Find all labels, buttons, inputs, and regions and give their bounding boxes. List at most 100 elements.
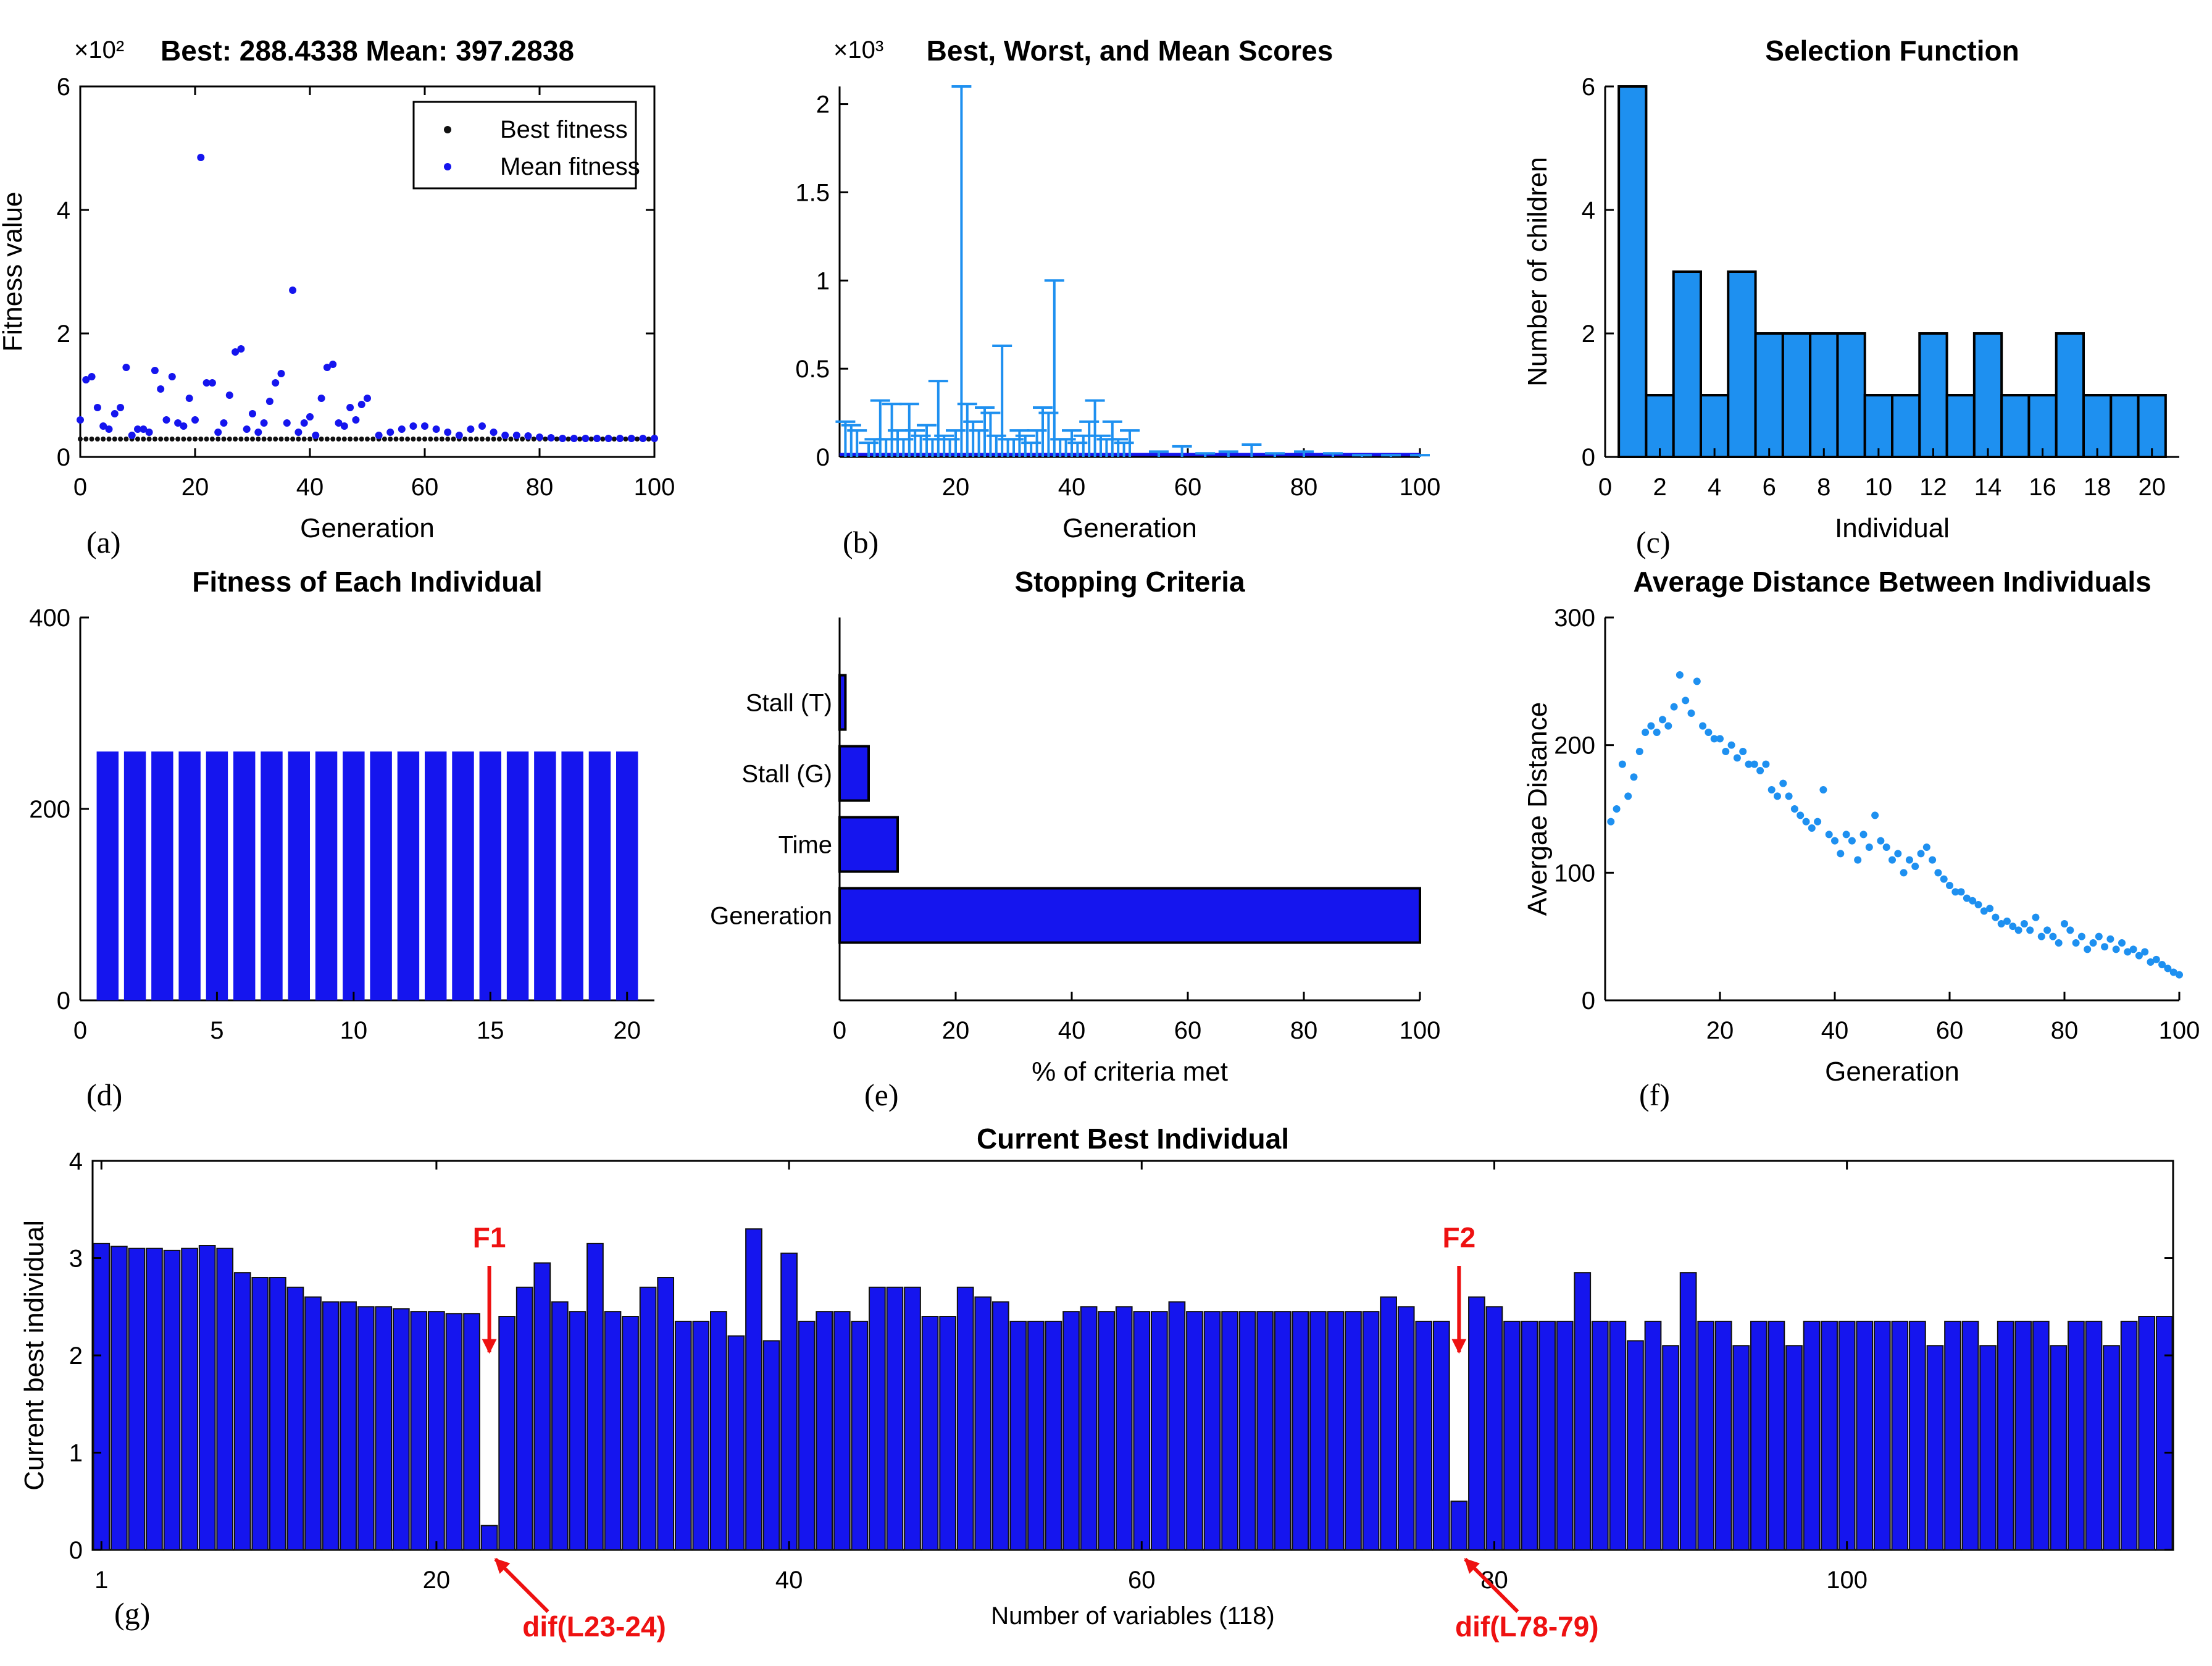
distance-point [1911,863,1919,870]
legend-marker-mean [444,163,451,170]
best-fitness-point [244,437,249,442]
distance-point [1635,748,1643,755]
mean-fitness-point [134,425,141,433]
variable-bar [428,1311,445,1551]
distance-point [2101,943,2109,951]
mean-fitness-point [225,391,233,399]
best-fitness-point [181,437,186,442]
best-fitness-point [422,437,427,442]
best-fitness-point [635,437,640,442]
variable-bar [1556,1320,1574,1551]
best-fitness-point [106,437,112,442]
selection-bar [1645,394,1675,458]
mean-fitness-point [651,435,658,442]
distance-point [2118,939,2126,947]
best-fitness-point [89,437,94,442]
best-fitness-point [416,437,422,442]
mean-fitness-point [140,425,148,433]
x-tick-label-0: 20 [182,474,209,501]
distance-point [1762,760,1770,768]
distance-point [2112,945,2120,953]
y-tick-label-c: 2 [1582,320,1595,348]
best-fitness-point [554,437,559,442]
best-fitness-point [388,437,393,442]
best-fitness-point [307,437,312,442]
mean-fitness-point [421,422,428,430]
x-tick-label-1: 40 [1058,474,1086,501]
distance-point [2084,945,2092,953]
distance-point [1670,703,1678,711]
mean-fitness-point [128,432,136,439]
variable-bar [1292,1311,1309,1551]
criteria-bar [838,674,847,731]
mean-fitness-point [237,345,245,353]
mean-fitness-point [323,364,331,371]
selection-bar [1754,332,1784,458]
distance-point [1905,856,1913,864]
y-tick-label-f: 100 [1554,860,1595,887]
x-axis-label-c: Individual [1835,513,1950,543]
distance-point [1733,754,1741,762]
variable-bar [1803,1320,1821,1551]
mean-fitness-point [604,435,612,442]
mean-fitness-point [616,435,624,442]
mean-fitness-point [82,376,90,383]
chart-title-e: Stopping Criteria [1014,566,1245,598]
x-axis-label-g: Number of variables (118) [991,1602,1274,1630]
x-tick-label-2: 10 [1865,474,1893,501]
distance-point [1848,837,1856,845]
best-fitness-point [278,437,284,442]
variable-bar [622,1316,639,1551]
variable-bar [904,1286,921,1551]
distance-point [2124,948,2132,956]
best-fitness-point [468,437,474,442]
best-fitness-point [520,437,525,442]
mean-fitness-point [157,385,165,393]
distance-point [1756,767,1764,774]
individual-fitness-bar [616,751,638,1000]
individual-fitness-bar [479,751,501,1000]
best-fitness-point [112,437,117,442]
mean-fitness-point [220,419,228,427]
variable-bar [1609,1320,1627,1551]
distance-point [1682,697,1690,705]
y-tick-label-a: 4 [57,197,70,224]
distance-point [1774,792,1781,800]
annotation-arrow-up [494,1557,549,1614]
best-fitness-point [101,437,106,442]
distance-point [1940,875,1948,883]
best-fitness-point [393,437,399,442]
best-fitness-point [296,437,301,442]
variable-bar [886,1286,904,1551]
distance-point [1664,722,1672,730]
selection-bar [1781,332,1812,458]
best-fitness-point [301,437,307,442]
variable-bar [1362,1311,1380,1551]
variable-bar [480,1525,498,1551]
best-fitness-point [273,437,278,442]
variable-bar [198,1245,216,1551]
distance-point [1837,850,1845,858]
distance-point [1922,843,1930,851]
legend-label-best: Best fitness [500,116,628,143]
variable-bar [1838,1320,1856,1551]
distance-point [1825,831,1833,839]
variable-bar [1591,1320,1609,1551]
variable-bar [2050,1345,2068,1551]
distance-point [1974,901,1982,908]
best-fitness-point [480,437,485,442]
distance-point [2043,926,2051,934]
variable-bar [322,1301,340,1551]
mean-fitness-point [180,422,188,430]
variable-bar [2103,1345,2120,1551]
best-fitness-point [365,437,370,442]
variable-bar [1309,1311,1327,1551]
variable-bar [533,1262,551,1551]
variable-bar [1627,1340,1644,1551]
variable-bar [269,1277,286,1551]
mean-fitness-point [467,425,475,433]
variable-bar [1380,1296,1397,1551]
best-fitness-point [78,437,83,442]
variable-bar [2138,1316,2156,1551]
panel-label-g: (g) [114,1596,150,1631]
